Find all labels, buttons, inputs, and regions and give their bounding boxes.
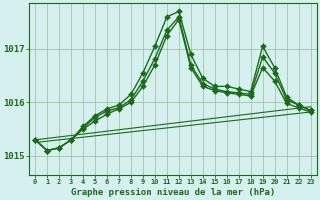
X-axis label: Graphe pression niveau de la mer (hPa): Graphe pression niveau de la mer (hPa) xyxy=(71,188,275,197)
